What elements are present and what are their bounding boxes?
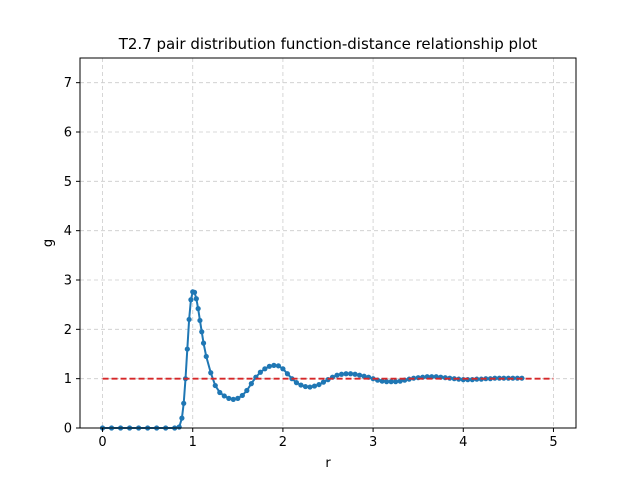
data-point (186, 316, 192, 323)
y-tick-label: 2 (64, 323, 72, 338)
data-point (302, 383, 309, 390)
data-point (184, 346, 190, 352)
data-point (193, 296, 199, 302)
series-0 (99, 289, 525, 431)
chart-title: T2.7 pair distribution function-distance… (118, 35, 538, 53)
data-point (352, 371, 358, 377)
data-point (298, 382, 304, 388)
data-point (316, 381, 322, 388)
data-point (388, 379, 394, 385)
y-tick-label: 7 (64, 76, 72, 91)
data-point (271, 362, 277, 368)
data-point (230, 396, 236, 402)
data-point (338, 371, 345, 377)
y-tick-label: 5 (64, 175, 72, 190)
data-point (212, 382, 218, 389)
data-point (197, 317, 203, 324)
data-point (195, 306, 201, 312)
data-point (208, 370, 214, 376)
data-point (361, 373, 367, 379)
data-point (203, 353, 209, 360)
data-point (347, 371, 354, 377)
x-tick-label: 1 (189, 435, 197, 450)
data-point (320, 379, 327, 385)
data-point (307, 384, 313, 390)
data-point (293, 380, 300, 386)
data-point (379, 378, 385, 384)
ticks: 0 1 2 3 4 5 0 1 2 3 4 5 6 7 (64, 76, 558, 450)
data-point (397, 378, 403, 384)
data-point (226, 395, 232, 401)
y-tick-label: 6 (64, 126, 72, 141)
data-point (239, 392, 245, 399)
series-layer (99, 289, 554, 431)
data-point (199, 329, 205, 335)
x-axis-label: r (325, 456, 331, 471)
data-point (191, 289, 198, 295)
data-point (356, 372, 363, 378)
data-point (343, 371, 349, 377)
data-point (311, 383, 318, 389)
x-tick-label: 3 (369, 435, 377, 450)
data-point (334, 372, 340, 378)
data-point (235, 395, 241, 401)
data-point (176, 424, 182, 430)
y-tick-label: 1 (64, 372, 72, 387)
data-point (280, 366, 286, 372)
data-point (266, 363, 272, 369)
data-point (393, 379, 399, 385)
data-point (384, 379, 390, 385)
x-tick-label: 2 (279, 435, 287, 450)
data-point (200, 340, 207, 346)
data-point (188, 297, 194, 303)
y-tick-label: 4 (64, 224, 72, 239)
plot-frame (79, 57, 577, 429)
data-point (217, 389, 223, 396)
data-point (179, 415, 185, 421)
y-tick-label: 3 (64, 274, 72, 289)
x-tick-label: 4 (459, 435, 467, 450)
grid (80, 58, 576, 429)
data-point (275, 363, 281, 369)
data-point (262, 366, 268, 372)
data-point (284, 371, 291, 377)
x-tick-label: 0 (98, 435, 106, 450)
y-tick-label: 0 (64, 422, 72, 437)
y-axis-label: g (41, 239, 56, 247)
data-point (248, 381, 254, 387)
data-point (244, 387, 250, 394)
data-point (181, 400, 187, 406)
x-tick-label: 5 (549, 435, 557, 450)
data-point (221, 393, 227, 399)
data-point (257, 369, 263, 375)
plot-area (80, 58, 576, 428)
